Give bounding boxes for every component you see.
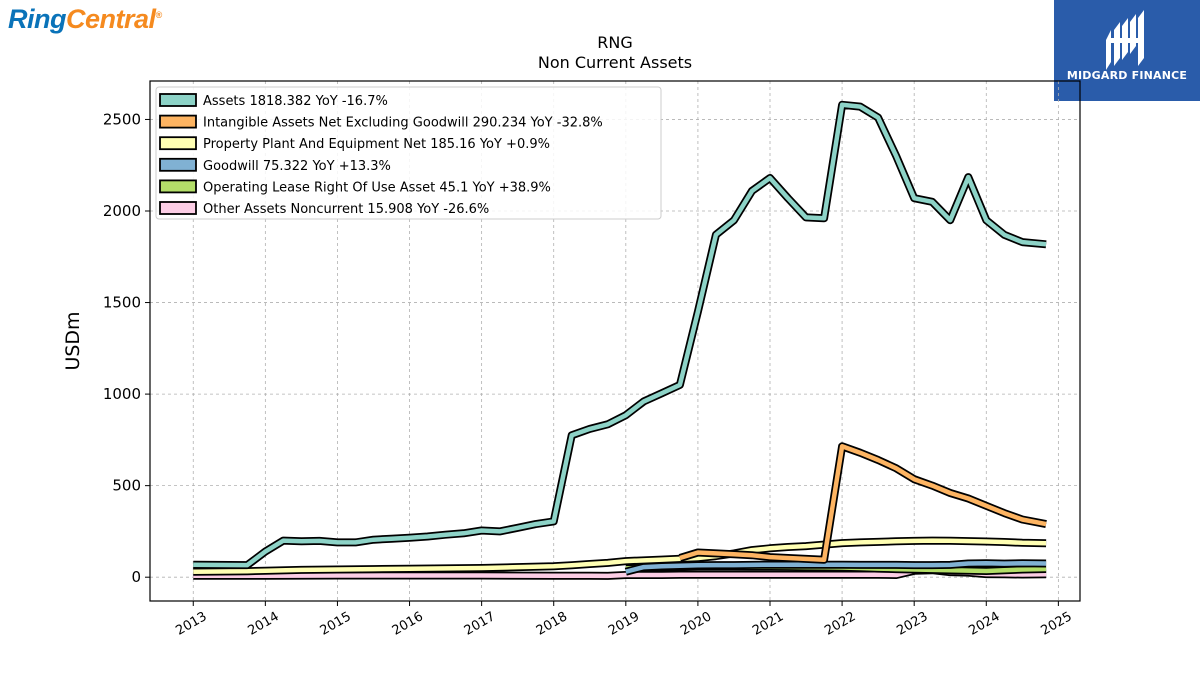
x-tick-label: 2016 (390, 609, 426, 639)
y-axis-label: USDm (62, 311, 84, 370)
series-3 (624, 559, 1047, 576)
y-tick-label: 2500 (103, 110, 141, 128)
logo-part-central: Central (66, 4, 156, 34)
chart-subtitle: Non Current Assets (538, 53, 692, 72)
legend: Assets 1818.382 YoY -16.7% Intangible Ass… (155, 86, 662, 220)
registered-mark: ® (155, 10, 163, 20)
legend-label: Operating Lease Right Of Use Asset 45.1 … (203, 180, 551, 195)
y-tick-label: 0 (131, 568, 141, 586)
x-tick-label: 2020 (678, 609, 714, 639)
x-tick-label: 2018 (534, 609, 570, 639)
series-lines (193, 100, 1047, 580)
legend-swatch (159, 179, 197, 194)
series-1 (678, 442, 1047, 564)
legend-swatch (159, 136, 197, 151)
x-tick-label: 2013 (173, 609, 209, 639)
legend-label: Assets 1818.382 YoY -16.7% (203, 94, 388, 109)
legend-swatch (159, 157, 197, 172)
plot-frame (149, 80, 1081, 602)
y-tick-label: 1000 (103, 385, 141, 403)
ringcentral-logo: RingCentral® (8, 4, 162, 35)
midgard-finance-label: MIDGARD FINANCE (1066, 69, 1188, 82)
chart-title: RNG (597, 33, 632, 52)
x-tick-label: 2024 (966, 609, 1002, 639)
x-tick-label: 2022 (822, 609, 858, 639)
y-tick-label: 2000 (103, 202, 141, 220)
midgard-finance-logo: MIDGARD FINANCE (1054, 0, 1200, 101)
legend-box (155, 86, 662, 220)
series-line (679, 444, 1047, 563)
logo-part-ring: Ring (8, 4, 67, 34)
x-tick-label: 2021 (750, 609, 786, 639)
legend-label: Property Plant And Equipment Net 185.16 … (203, 137, 550, 152)
legend-label: Goodwill 75.322 YoY +13.3% (203, 159, 391, 174)
x-tick-label: 2025 (1039, 609, 1075, 639)
legend-label: Intangible Assets Net Excluding Goodwill… (203, 116, 603, 131)
y-tick-label: 500 (112, 477, 141, 495)
series-line (193, 102, 1047, 568)
legend-swatch (159, 114, 197, 129)
x-tick-label: 2014 (246, 609, 282, 639)
x-tick-label: 2015 (318, 609, 354, 639)
x-tick-label: 2017 (462, 609, 498, 639)
legend-swatch (159, 201, 197, 215)
x-tick-label: 2023 (894, 609, 930, 639)
midgard-logo-icon (1106, 10, 1144, 70)
legend-swatch (159, 93, 197, 107)
legend-label: Other Assets Noncurrent 15.908 YoY -26.6… (203, 202, 489, 217)
series-0 (193, 100, 1047, 570)
x-tick-label: 2019 (606, 609, 642, 639)
y-tick-label: 1500 (103, 294, 141, 312)
series-line (625, 561, 1047, 574)
